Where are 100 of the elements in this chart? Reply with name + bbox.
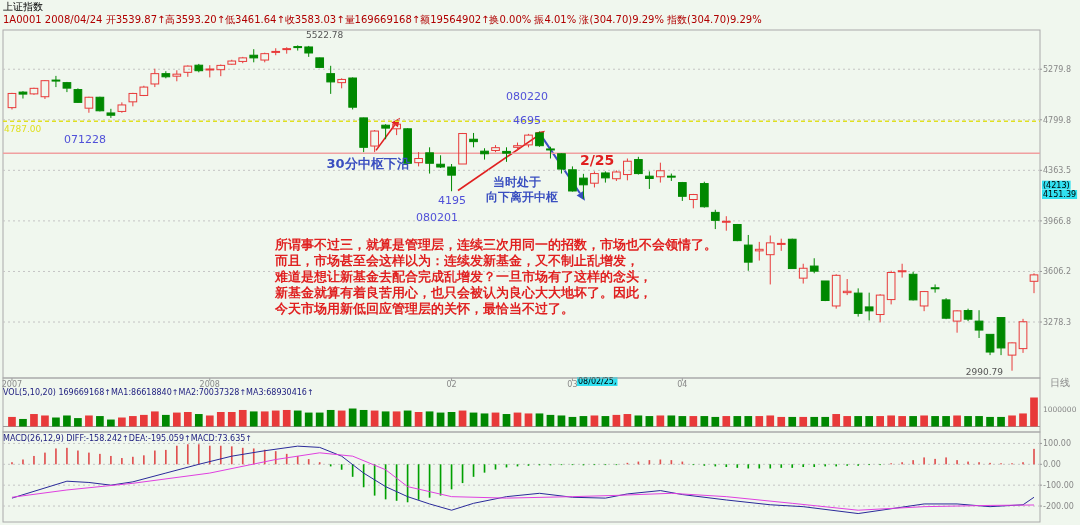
text: (4213) — [1043, 180, 1070, 190]
annotation: 080220 — [506, 89, 548, 103]
y-tick-label: 100.00 — [1043, 439, 1071, 449]
annotation: 难道是想让新基金去配合完成乱增发？一旦市场有了这样的念头， — [274, 268, 652, 284]
annotation: 071228 — [64, 132, 106, 146]
annotation: 30分中枢下沿 — [326, 156, 410, 172]
annotation: 而且，市场甚至会这样以为：连续发新基金，又不制止乱增发， — [274, 253, 639, 269]
bar — [370, 410, 379, 427]
bar — [986, 416, 994, 427]
bar — [513, 412, 522, 427]
bar — [41, 415, 49, 427]
bar — [118, 417, 126, 427]
x-tick-label: 03 — [567, 380, 578, 389]
bar — [667, 415, 676, 427]
bar — [579, 416, 588, 427]
annotation: 08/02/25, — [578, 377, 617, 386]
bar — [568, 416, 577, 427]
bar — [140, 414, 148, 427]
bar — [480, 413, 489, 427]
annotation: 所谓事不过三，就算是管理层，连续三次用同一的招数，市场也不会领情了。 — [274, 237, 717, 253]
chart-title: 上证指数 — [3, 1, 43, 12]
y-tick-label: 0.00 — [1043, 460, 1061, 470]
y-tick-label: -200.00 — [1043, 502, 1074, 512]
bar — [8, 416, 16, 427]
x-tick-label: 2008 — [199, 380, 220, 389]
bar — [689, 416, 698, 427]
bar — [810, 416, 819, 427]
bar — [546, 414, 555, 427]
chart-title: VOL(5,10,20) 169669168↑MA1:86618840↑MA2:70037328↑MA3:68930416↑ — [3, 388, 314, 397]
bar — [293, 410, 302, 427]
bar — [249, 411, 258, 427]
annotation: 今天市场用新低回应管理层的关怀，最恰当不过了。 — [274, 300, 574, 316]
annotation: 当时处于 — [493, 174, 541, 189]
y-tick-label: 3966.8 — [1043, 216, 1071, 226]
bar — [425, 411, 434, 427]
bar — [656, 415, 665, 427]
bar — [832, 414, 841, 427]
chart-title: MACD(26,12,9) DIFF:-158.242↑DEA:-195.059↑MACD:73.635↑ — [3, 434, 253, 443]
bar — [458, 410, 467, 427]
x-tick-label: 2007 — [1, 380, 23, 389]
bar — [63, 415, 71, 427]
bar — [150, 411, 159, 427]
bar — [755, 416, 764, 427]
y-tick-label: -100.00 — [1043, 481, 1074, 491]
bar — [194, 414, 203, 427]
x-tick-label: 04 — [677, 380, 688, 389]
bar — [612, 414, 621, 427]
bar — [436, 412, 445, 427]
bar — [843, 416, 852, 427]
bar — [381, 411, 390, 427]
bar — [216, 412, 225, 427]
bar — [964, 416, 972, 427]
chart-subtitle: 1A0001 2008/04/24 开3539.87↑高3593.20↑低3461.64↑收3583.03↑量169669168↑额19564902↑换0.00% 振4.01% 涨(304.70)9.29% 指数(304.70)9.29% — [3, 14, 762, 25]
bar — [502, 414, 511, 427]
bar — [96, 416, 104, 427]
annotation: 5522.78 — [306, 30, 344, 41]
bar — [854, 416, 863, 427]
annotation: 向下离开中枢 — [486, 189, 558, 204]
bar — [348, 408, 357, 427]
bar — [304, 412, 313, 427]
bar — [876, 416, 884, 427]
bar — [722, 416, 731, 427]
bar — [799, 416, 808, 427]
line-series — [11, 452, 1035, 511]
line-series — [11, 445, 1035, 515]
bar — [205, 415, 214, 427]
bar — [30, 414, 38, 427]
bar — [645, 416, 654, 427]
bar — [975, 416, 983, 427]
bar — [414, 412, 423, 427]
bar — [447, 412, 456, 427]
bar — [524, 413, 533, 427]
bar — [359, 409, 368, 427]
bar — [85, 415, 93, 427]
annotation: 080201 — [416, 211, 458, 225]
bar — [997, 416, 1005, 427]
bar — [601, 416, 610, 427]
y-tick-label: 4799.8 — [1043, 115, 1071, 125]
bar — [700, 416, 709, 427]
bar — [898, 416, 906, 427]
bar — [788, 416, 797, 427]
bar — [1030, 397, 1038, 427]
bar — [326, 409, 335, 427]
bar — [777, 416, 786, 427]
bar — [282, 409, 291, 427]
bar — [172, 412, 181, 427]
annotation: 4195 — [438, 194, 466, 208]
ref-line-label: 4787.00 — [4, 124, 42, 135]
bar — [909, 416, 917, 427]
bar — [711, 416, 720, 427]
bar — [1019, 413, 1027, 427]
bar — [634, 415, 643, 427]
y-tick-label: 3606.2 — [1043, 267, 1071, 277]
text: 日线 — [1050, 377, 1070, 388]
bar — [491, 412, 500, 427]
annotation: 4695 — [513, 114, 541, 128]
bar — [766, 415, 775, 427]
bar — [557, 415, 566, 427]
bar — [942, 416, 950, 427]
bar — [271, 410, 280, 427]
